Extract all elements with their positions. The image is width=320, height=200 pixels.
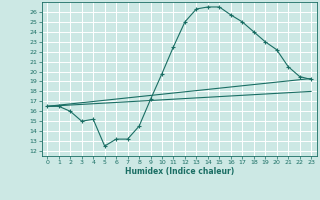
X-axis label: Humidex (Indice chaleur): Humidex (Indice chaleur) xyxy=(124,167,234,176)
